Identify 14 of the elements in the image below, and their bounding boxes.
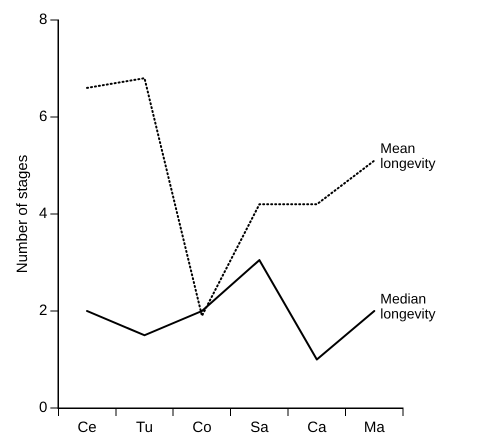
y-axis-title: Number of stages — [14, 154, 32, 274]
y-tick-label: 8 — [39, 11, 48, 28]
series-label: Median longevity — [380, 290, 436, 322]
y-tick-label: 4 — [39, 205, 48, 222]
x-tick-label: Ce — [77, 419, 97, 436]
x-tick-label: Co — [192, 419, 212, 436]
x-tick-label: Tu — [136, 419, 153, 436]
x-tick-label: Ca — [307, 419, 328, 436]
y-tick-label: 6 — [39, 108, 48, 126]
series-label: Mean longevity — [380, 140, 436, 172]
x-tick-label: Ma — [364, 419, 386, 436]
y-tick-label: 0 — [39, 399, 48, 416]
x-tick-label: Sa — [250, 419, 270, 436]
y-tick-label: 2 — [39, 302, 48, 320]
